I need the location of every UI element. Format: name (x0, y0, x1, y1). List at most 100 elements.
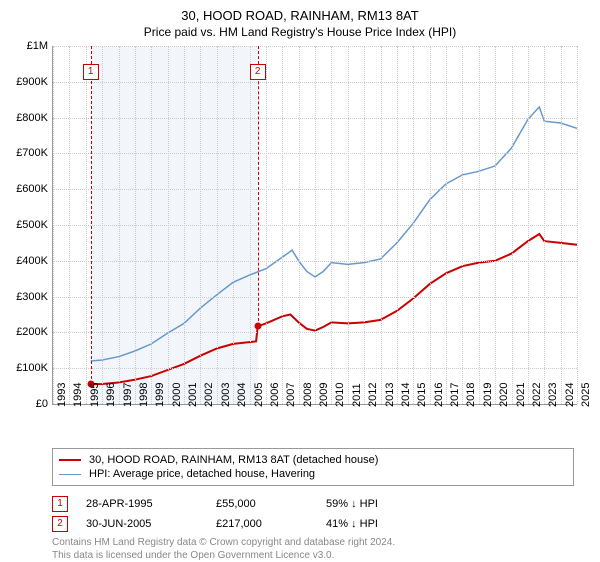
sale-date-1: 28-APR-1995 (86, 498, 216, 510)
x-tick-label: 2004 (236, 383, 248, 407)
y-tick-label: £500K (16, 219, 48, 231)
y-tick-label: £700K (16, 147, 48, 159)
marker-dot-2 (254, 323, 261, 330)
gridline-v (250, 46, 251, 404)
gridline-v (282, 46, 283, 404)
x-tick-label: 1994 (72, 383, 84, 407)
x-tick-label: 2010 (334, 383, 346, 407)
x-tick-label: 2018 (465, 383, 477, 407)
y-tick-label: £200K (16, 326, 48, 338)
gridline-v (397, 46, 398, 404)
gridline-v (86, 46, 87, 404)
y-tick-label: £400K (16, 255, 48, 267)
x-tick-label: 2023 (547, 383, 559, 407)
gridline-v (479, 46, 480, 404)
y-tick-label: £900K (16, 76, 48, 88)
x-tick-label: 2001 (187, 383, 199, 407)
legend-item: 30, HOOD ROAD, RAINHAM, RM13 8AT (detach… (59, 453, 567, 467)
chart-subtitle: Price paid vs. HM Land Registry's House … (0, 23, 600, 43)
y-tick-label: £1M (27, 40, 48, 52)
sale-diff-2: 41% ↓ HPI (326, 518, 378, 530)
gridline-v (561, 46, 562, 404)
footer-line-1: Contains HM Land Registry data © Crown c… (52, 536, 395, 549)
gridline-v (348, 46, 349, 404)
gridline-v (446, 46, 447, 404)
gridline-v (135, 46, 136, 404)
gridline-v (119, 46, 120, 404)
chart-container: 30, HOOD ROAD, RAINHAM, RM13 8AT Price p… (0, 0, 600, 560)
x-tick-label: 2008 (302, 383, 314, 407)
gridline-v (315, 46, 316, 404)
x-tick-label: 2000 (171, 383, 183, 407)
gridline-v (151, 46, 152, 404)
x-tick-label: 2009 (318, 383, 330, 407)
x-tick-label: 2013 (384, 383, 396, 407)
x-tick-label: 2019 (482, 383, 494, 407)
gridline-v (266, 46, 267, 404)
x-tick-label: 2016 (433, 383, 445, 407)
plot-area: 12 (52, 46, 577, 405)
y-tick-label: £0 (36, 398, 48, 410)
gridline-v (364, 46, 365, 404)
gridline-v (544, 46, 545, 404)
sale-row-2: 2 30-JUN-2005 £217,000 41% ↓ HPI (52, 516, 378, 532)
x-tick-label: 2024 (564, 383, 576, 407)
marker-line-1 (91, 46, 92, 384)
legend-item: HPI: Average price, detached house, Have… (59, 467, 567, 481)
legend-swatch (59, 474, 81, 475)
gridline-v (53, 46, 54, 404)
gridline-v (462, 46, 463, 404)
x-tick-label: 2011 (351, 383, 363, 407)
sale-marker-2: 2 (52, 516, 68, 532)
x-tick-label: 1993 (56, 383, 68, 407)
footer-line-2: This data is licensed under the Open Gov… (52, 549, 334, 562)
gridline-v (299, 46, 300, 404)
x-tick-label: 2014 (400, 383, 412, 407)
gridline-v (200, 46, 201, 404)
gridline-v (102, 46, 103, 404)
gridline-v (233, 46, 234, 404)
legend-box: 30, HOOD ROAD, RAINHAM, RM13 8AT (detach… (52, 448, 574, 486)
gridline-v (413, 46, 414, 404)
gridline-v (528, 46, 529, 404)
x-tick-label: 1998 (138, 383, 150, 407)
sale-price-1: £55,000 (216, 498, 326, 510)
gridline-v (512, 46, 513, 404)
legend-label: 30, HOOD ROAD, RAINHAM, RM13 8AT (detach… (89, 454, 378, 466)
x-tick-label: 2002 (203, 383, 215, 407)
y-axis-labels: £0£100K£200K£300K£400K£500K£600K£700K£80… (0, 46, 52, 404)
marker-box-1: 1 (83, 64, 99, 80)
y-tick-label: £600K (16, 183, 48, 195)
x-tick-label: 1999 (154, 383, 166, 407)
sale-date-2: 30-JUN-2005 (86, 518, 216, 530)
gridline-v (495, 46, 496, 404)
sale-diff-1: 59% ↓ HPI (326, 498, 378, 510)
x-tick-label: 1996 (105, 383, 117, 407)
x-axis-labels: 1993199419951996199719981999200020012002… (52, 406, 576, 446)
marker-box-2: 2 (250, 64, 266, 80)
x-tick-label: 1997 (122, 383, 134, 407)
legend-label: HPI: Average price, detached house, Have… (89, 468, 315, 480)
gridline-v (184, 46, 185, 404)
gridline-v (331, 46, 332, 404)
sale-row-1: 1 28-APR-1995 £55,000 59% ↓ HPI (52, 496, 378, 512)
marker-line-2 (258, 46, 259, 326)
x-tick-label: 1995 (89, 383, 101, 407)
y-tick-label: £800K (16, 112, 48, 124)
gridline-v (381, 46, 382, 404)
x-tick-label: 2005 (253, 383, 265, 407)
gridline-v (577, 46, 578, 404)
x-tick-label: 2021 (515, 383, 527, 407)
sale-marker-1: 1 (52, 496, 68, 512)
x-tick-label: 2015 (416, 383, 428, 407)
x-tick-label: 2007 (285, 383, 297, 407)
legend-swatch (59, 459, 81, 461)
x-tick-label: 2020 (498, 383, 510, 407)
x-tick-label: 2025 (580, 383, 592, 407)
series-property (91, 234, 577, 384)
chart-title: 30, HOOD ROAD, RAINHAM, RM13 8AT (0, 0, 600, 23)
gridline-v (217, 46, 218, 404)
sale-price-2: £217,000 (216, 518, 326, 530)
y-tick-label: £100K (16, 362, 48, 374)
x-tick-label: 2012 (367, 383, 379, 407)
